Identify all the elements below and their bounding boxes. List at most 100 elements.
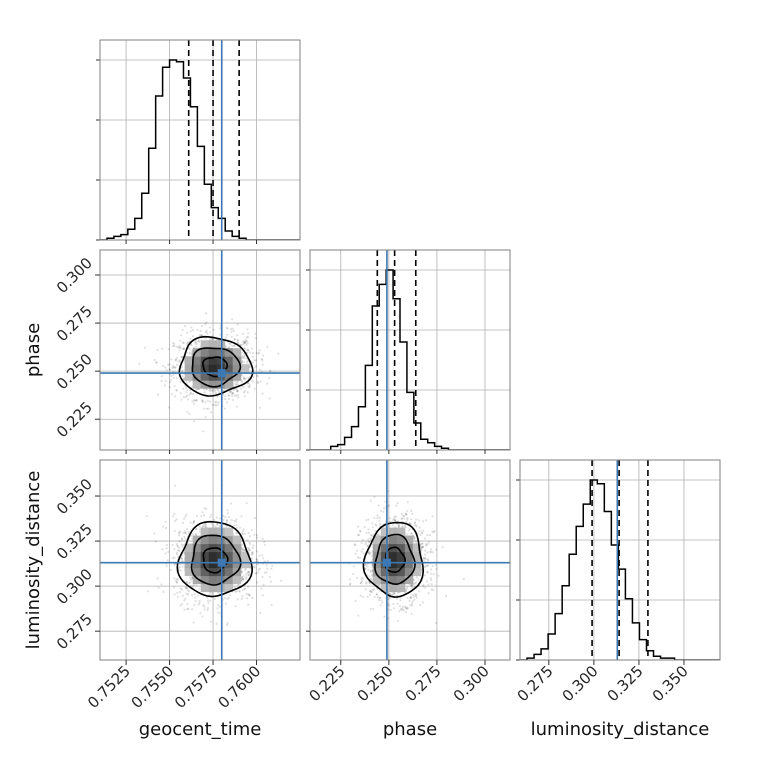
sample-point bbox=[393, 593, 396, 596]
sample-point bbox=[246, 585, 250, 588]
sample-point bbox=[228, 342, 231, 345]
sample-point bbox=[257, 568, 260, 571]
sample-point bbox=[208, 326, 212, 329]
sample-point bbox=[361, 548, 364, 551]
sample-point bbox=[418, 519, 421, 522]
sample-point bbox=[249, 566, 252, 569]
sample-point bbox=[266, 382, 269, 385]
sample-point bbox=[188, 393, 191, 396]
x-tick-label: 0.275 bbox=[514, 662, 557, 705]
sample-point bbox=[223, 407, 226, 410]
sample-point bbox=[407, 529, 410, 532]
sample-point bbox=[392, 602, 395, 606]
sample-point bbox=[243, 390, 246, 393]
sample-point bbox=[426, 571, 429, 574]
sample-point bbox=[255, 364, 258, 367]
sample-point bbox=[237, 590, 240, 593]
sample-point bbox=[392, 518, 395, 522]
sample-point bbox=[156, 393, 160, 396]
sample-point bbox=[251, 596, 254, 600]
sample-point bbox=[356, 576, 359, 579]
sample-point bbox=[204, 323, 207, 326]
sample-point bbox=[354, 544, 357, 547]
sample-point bbox=[240, 361, 243, 364]
sample-point bbox=[369, 537, 372, 540]
sample-point bbox=[435, 548, 438, 551]
sample-point bbox=[138, 362, 141, 365]
sample-point bbox=[203, 524, 206, 527]
sample-point bbox=[182, 347, 185, 350]
sample-point bbox=[404, 512, 407, 515]
sample-point bbox=[254, 366, 257, 369]
sample-point bbox=[437, 574, 440, 577]
sample-point bbox=[198, 339, 201, 342]
density-cell bbox=[404, 535, 414, 545]
sample-point bbox=[357, 614, 360, 617]
sample-point bbox=[387, 591, 390, 594]
sample-point bbox=[394, 519, 397, 523]
sample-point bbox=[224, 516, 227, 519]
sample-point bbox=[181, 329, 184, 332]
sample-point bbox=[242, 578, 245, 581]
density-cell bbox=[388, 575, 398, 585]
sample-point bbox=[431, 564, 434, 568]
sample-point bbox=[191, 608, 194, 611]
sample-point bbox=[245, 360, 249, 363]
sample-point bbox=[405, 520, 408, 523]
sample-point bbox=[224, 345, 227, 348]
sample-point bbox=[434, 564, 438, 567]
sample-point bbox=[365, 532, 368, 535]
density-cell bbox=[200, 372, 210, 381]
sample-point bbox=[243, 341, 247, 344]
density-cell bbox=[208, 583, 218, 593]
sample-point bbox=[168, 386, 171, 389]
sample-point bbox=[404, 525, 407, 529]
sample-point bbox=[243, 395, 246, 398]
sample-point bbox=[181, 594, 184, 597]
sample-point bbox=[427, 592, 430, 595]
sample-point bbox=[250, 528, 253, 531]
sample-point bbox=[245, 593, 248, 596]
density-cell bbox=[184, 567, 194, 577]
sample-point bbox=[243, 532, 246, 535]
density-cell bbox=[388, 535, 398, 545]
sample-point bbox=[160, 583, 163, 586]
sample-point bbox=[246, 391, 249, 394]
density-cell bbox=[396, 543, 406, 553]
sample-point bbox=[410, 612, 413, 615]
sample-point bbox=[182, 531, 185, 534]
sample-point bbox=[209, 515, 212, 519]
sample-point bbox=[233, 394, 236, 397]
density-cell bbox=[224, 551, 234, 561]
sample-point bbox=[383, 615, 386, 618]
sample-point bbox=[376, 596, 379, 599]
sample-point bbox=[175, 377, 178, 380]
sample-point bbox=[369, 570, 372, 574]
sample-point bbox=[174, 359, 177, 362]
sample-point bbox=[411, 584, 414, 587]
sample-point bbox=[216, 395, 219, 398]
sample-point bbox=[173, 384, 176, 388]
sample-point bbox=[360, 541, 363, 545]
sample-point bbox=[180, 543, 183, 546]
density-cell bbox=[224, 356, 234, 365]
sample-point bbox=[168, 368, 171, 371]
sample-point bbox=[433, 530, 436, 533]
sample-point bbox=[410, 602, 414, 605]
sample-point bbox=[423, 560, 426, 563]
sample-point bbox=[357, 534, 360, 537]
sample-point bbox=[401, 525, 404, 528]
density-cell bbox=[232, 559, 242, 569]
sample-point bbox=[233, 344, 236, 347]
sample-point bbox=[206, 399, 209, 402]
sample-point bbox=[203, 608, 206, 611]
density-cell bbox=[232, 535, 242, 545]
sample-point bbox=[195, 584, 198, 587]
sample-point bbox=[232, 329, 235, 332]
sample-point bbox=[413, 521, 416, 525]
sample-point bbox=[204, 523, 207, 526]
sample-point bbox=[259, 611, 262, 615]
sample-point bbox=[190, 577, 194, 580]
sample-point bbox=[211, 389, 214, 392]
sample-point bbox=[241, 576, 244, 579]
